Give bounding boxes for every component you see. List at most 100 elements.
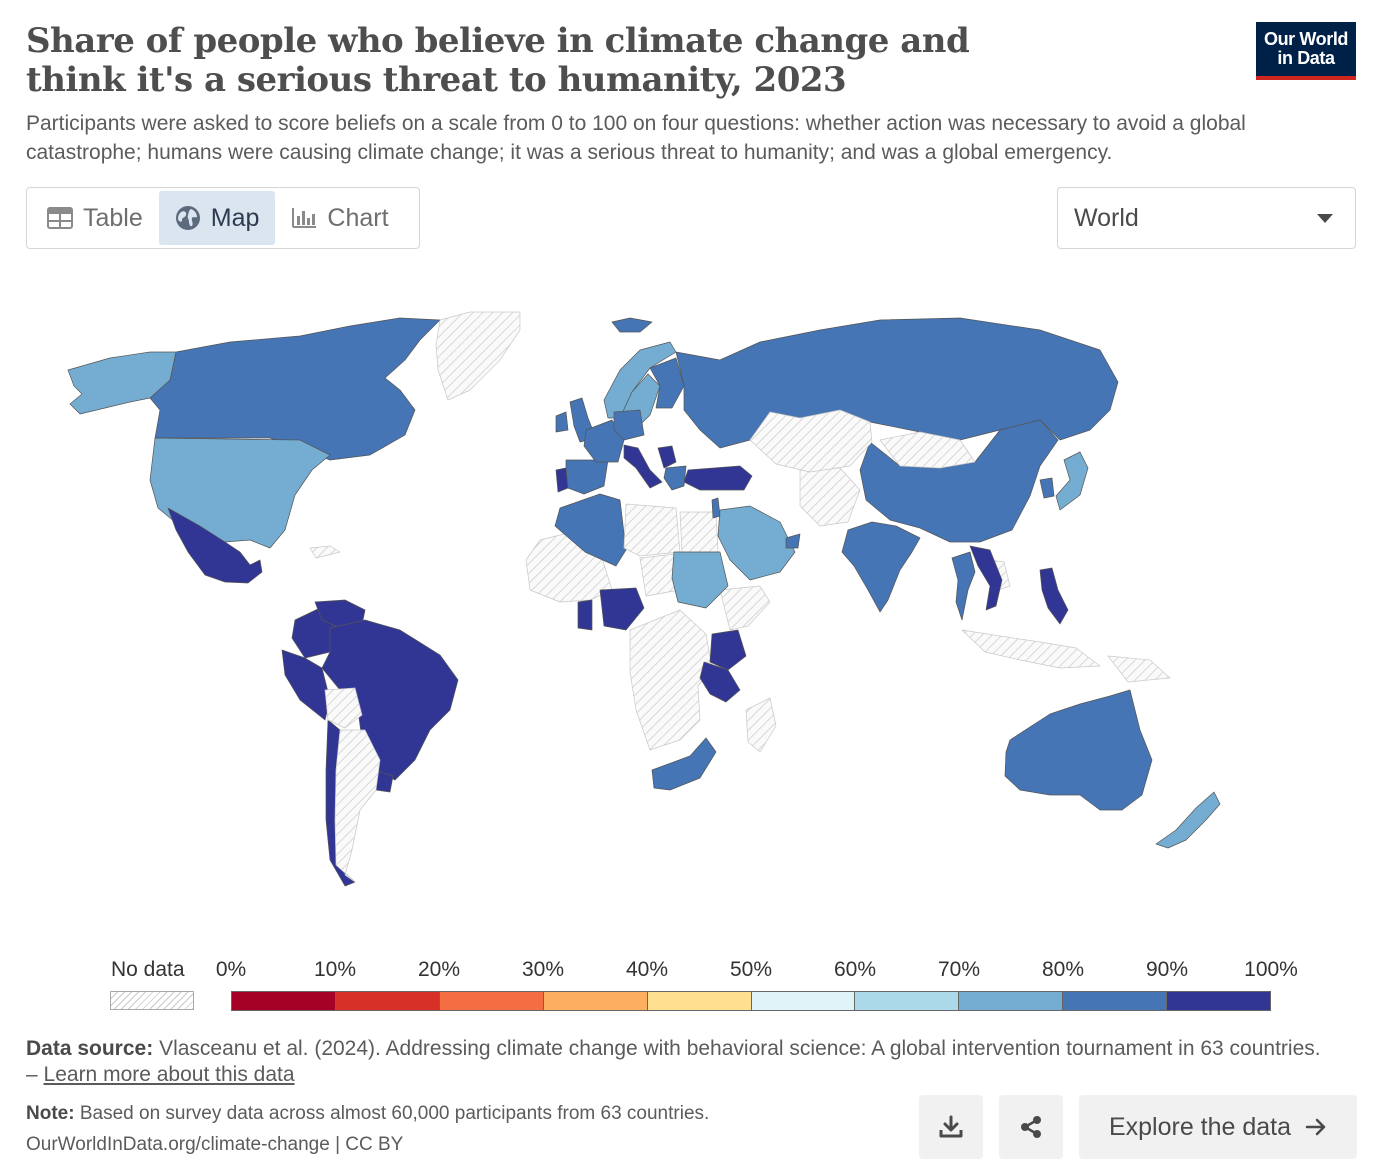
country-libya[interactable]: [623, 503, 681, 557]
country-ghana[interactable]: [577, 599, 593, 631]
tab-map-label: Map: [210, 203, 260, 232]
world-map[interactable]: [0, 290, 1374, 910]
country-no-data[interactable]: [745, 697, 777, 753]
legend-tick-label: 10%: [313, 958, 357, 981]
country-japan[interactable]: [1055, 451, 1089, 511]
legend-tick-label: 80%: [1041, 958, 1085, 981]
legend-tick-label: 100%: [1244, 958, 1298, 981]
country-iceland[interactable]: [611, 317, 653, 333]
legend-bin-90-100[interactable]: [1167, 991, 1272, 1011]
country-mongolia[interactable]: [879, 431, 976, 469]
logo-line-2: in Data: [1277, 48, 1335, 68]
tab-map[interactable]: Map: [158, 191, 276, 245]
country-indonesia[interactable]: [961, 629, 1101, 669]
share-button[interactable]: [999, 1095, 1063, 1159]
country-nigeria[interactable]: [599, 587, 645, 631]
legend-tick-label: 20%: [417, 958, 461, 981]
country-tanzania[interactable]: [699, 661, 741, 703]
legend-tick-label: 60%: [833, 958, 877, 981]
country-greenland[interactable]: [435, 311, 521, 401]
download-button[interactable]: [919, 1095, 983, 1159]
country-finland[interactable]: [649, 357, 685, 409]
country-vietnam[interactable]: [969, 545, 1003, 611]
owid-logo[interactable]: Our World in Data: [1256, 22, 1356, 80]
country-argentina[interactable]: [334, 729, 381, 883]
chart-title: Share of people who believe in climate c…: [26, 21, 970, 100]
legend-bin-50-60[interactable]: [751, 991, 856, 1011]
country-canada[interactable]: [149, 317, 441, 461]
country-sudan[interactable]: [671, 551, 729, 609]
share-icon: [1021, 1116, 1041, 1138]
legend-bin-30-40[interactable]: [543, 991, 648, 1011]
legend-tick-label: 90%: [1145, 958, 1189, 981]
globe-icon: [175, 206, 200, 230]
legend-bin-10-20[interactable]: [335, 991, 440, 1011]
region-select[interactable]: World: [1057, 187, 1356, 249]
country-brazil[interactable]: [321, 619, 459, 781]
country-egypt[interactable]: [679, 511, 719, 553]
country-no-data[interactable]: [629, 609, 713, 751]
country-no-data[interactable]: [719, 585, 771, 631]
legend-no-data-label: No data: [111, 958, 185, 981]
download-icon: [939, 1115, 963, 1138]
note-label: Note:: [26, 1103, 75, 1124]
country-south-korea[interactable]: [1039, 477, 1055, 499]
tab-chart-label: Chart: [327, 203, 389, 232]
chart-subtitle: Participants were asked to score beliefs…: [26, 112, 1246, 164]
data-source: Data source: Vlasceanu et al. (2024). Ad…: [26, 1036, 1326, 1088]
country-uae[interactable]: [785, 533, 801, 549]
country-serbia[interactable]: [657, 445, 677, 469]
country-kazakhstan[interactable]: [749, 409, 873, 473]
country-kenya[interactable]: [709, 629, 747, 671]
tab-chart[interactable]: Chart: [275, 191, 404, 245]
country-thailand[interactable]: [951, 551, 976, 621]
legend-tick-label: 0%: [215, 958, 247, 981]
tab-table[interactable]: Table: [31, 191, 159, 245]
country-spain[interactable]: [565, 459, 609, 495]
arrow-right-icon: [1305, 1118, 1326, 1136]
tab-table-label: Table: [83, 203, 143, 232]
source-text: Vlasceanu et al. (2024). Addressing clim…: [26, 1037, 1321, 1086]
source-label: Data source:: [26, 1037, 154, 1060]
footnote: Note: Based on survey data across almost…: [26, 1102, 709, 1126]
country-israel[interactable]: [711, 497, 721, 519]
legend-bin-40-50[interactable]: [647, 991, 752, 1011]
country-united-states[interactable]: [149, 437, 331, 549]
region-select-value: World: [1074, 203, 1139, 232]
legend-bin-70-80[interactable]: [959, 991, 1064, 1011]
country-algeria[interactable]: [554, 493, 627, 567]
country-no-data[interactable]: [1107, 655, 1171, 683]
country-peru[interactable]: [281, 649, 331, 721]
country-new-zealand[interactable]: [1155, 791, 1221, 849]
country-turkey[interactable]: [683, 465, 753, 491]
country-ireland[interactable]: [555, 411, 569, 433]
chevron-down-icon: [1317, 213, 1333, 223]
country-greece[interactable]: [663, 465, 687, 491]
explore-data-button[interactable]: Explore the data: [1079, 1095, 1357, 1159]
country-france[interactable]: [583, 419, 625, 463]
legend-no-data-swatch: [110, 991, 194, 1010]
country-india[interactable]: [841, 521, 921, 613]
country-italy[interactable]: [623, 444, 663, 489]
note-text: Based on survey data across almost 60,00…: [79, 1103, 710, 1124]
country-philippines[interactable]: [1039, 567, 1069, 625]
country-mexico[interactable]: [167, 507, 263, 584]
country-russia[interactable]: [675, 317, 1119, 449]
legend-bin-20-30[interactable]: [439, 991, 544, 1011]
country-alaska[interactable]: [67, 351, 177, 415]
country-bolivia[interactable]: [324, 687, 363, 729]
country-no-data[interactable]: [799, 467, 861, 527]
learn-more-link[interactable]: Learn more about this data: [43, 1063, 295, 1086]
legend-bin-0-10[interactable]: [231, 991, 336, 1011]
license-text[interactable]: OurWorldInData.org/climate-change | CC B…: [26, 1134, 404, 1155]
legend-bin-60-70[interactable]: [855, 991, 960, 1011]
legend-tick-label: 70%: [937, 958, 981, 981]
country-australia[interactable]: [1004, 689, 1153, 811]
country-no-data[interactable]: [309, 545, 341, 559]
legend-tick-label: 50%: [729, 958, 773, 981]
country-south-africa[interactable]: [651, 737, 717, 791]
legend-bin-80-90[interactable]: [1063, 991, 1168, 1011]
country-germany[interactable]: [613, 409, 645, 441]
country-saudi-arabia[interactable]: [717, 505, 796, 581]
legend-color-bar: [231, 991, 1272, 1011]
